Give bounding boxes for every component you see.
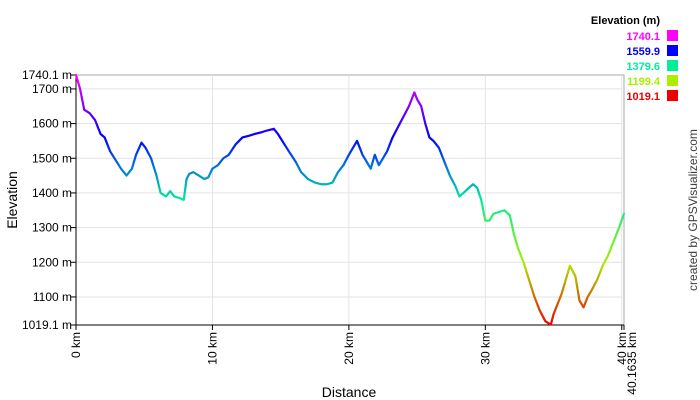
credit-text: created by GPSVisualizer.com <box>686 129 700 291</box>
y-tick-label: 1019.1 m <box>22 318 72 332</box>
legend-entries: 1740.1 1559.9 1379.6 1199.4 1019.1 <box>626 30 678 103</box>
gridlines <box>76 75 624 325</box>
legend-swatch <box>667 60 678 71</box>
y-axis-title: Elevation <box>4 171 20 229</box>
x-tick-label: 40 km <box>615 332 629 365</box>
x-axis-title: Distance <box>322 384 377 400</box>
legend-swatch <box>667 90 678 101</box>
y-tick-label: 1740.1 m <box>22 68 72 82</box>
y-tick-label: 1100 m <box>33 290 72 304</box>
legend-value: 1740.1 <box>626 31 660 43</box>
elevation-series-line <box>74 73 626 326</box>
x-tick-label: 0 km <box>69 332 83 358</box>
y-tick-label: 1300 m <box>32 221 72 235</box>
x-tick-label: 40.1635 km <box>625 332 639 395</box>
legend-value: 1379.6 <box>626 61 660 73</box>
legend-swatch <box>667 75 678 86</box>
legend-value: 1019.1 <box>626 91 660 103</box>
x-tick-label: 20 km <box>342 332 356 365</box>
y-tick-label: 1400 m <box>32 186 72 200</box>
legend-value: 1559.9 <box>626 46 660 58</box>
legend-swatch <box>667 45 678 56</box>
y-tick-label: 1500 m <box>32 151 72 165</box>
y-tick-label: 1600 m <box>32 117 72 131</box>
legend-title: Elevation (m) <box>591 15 660 27</box>
plot-frame <box>75 74 625 326</box>
y-tick-label: 1700 m <box>32 82 72 96</box>
y-tick-label: 1200 m <box>32 255 72 269</box>
legend-swatch <box>667 30 678 41</box>
series-lines <box>74 73 626 326</box>
x-tick-label: 30 km <box>478 332 492 365</box>
axes <box>71 74 625 330</box>
legend-value: 1199.4 <box>627 76 661 88</box>
x-tick-label: 10 km <box>205 332 219 365</box>
legend: Elevation (m) 1740.1 1559.9 1379.6 1199.4 10… <box>591 15 678 103</box>
